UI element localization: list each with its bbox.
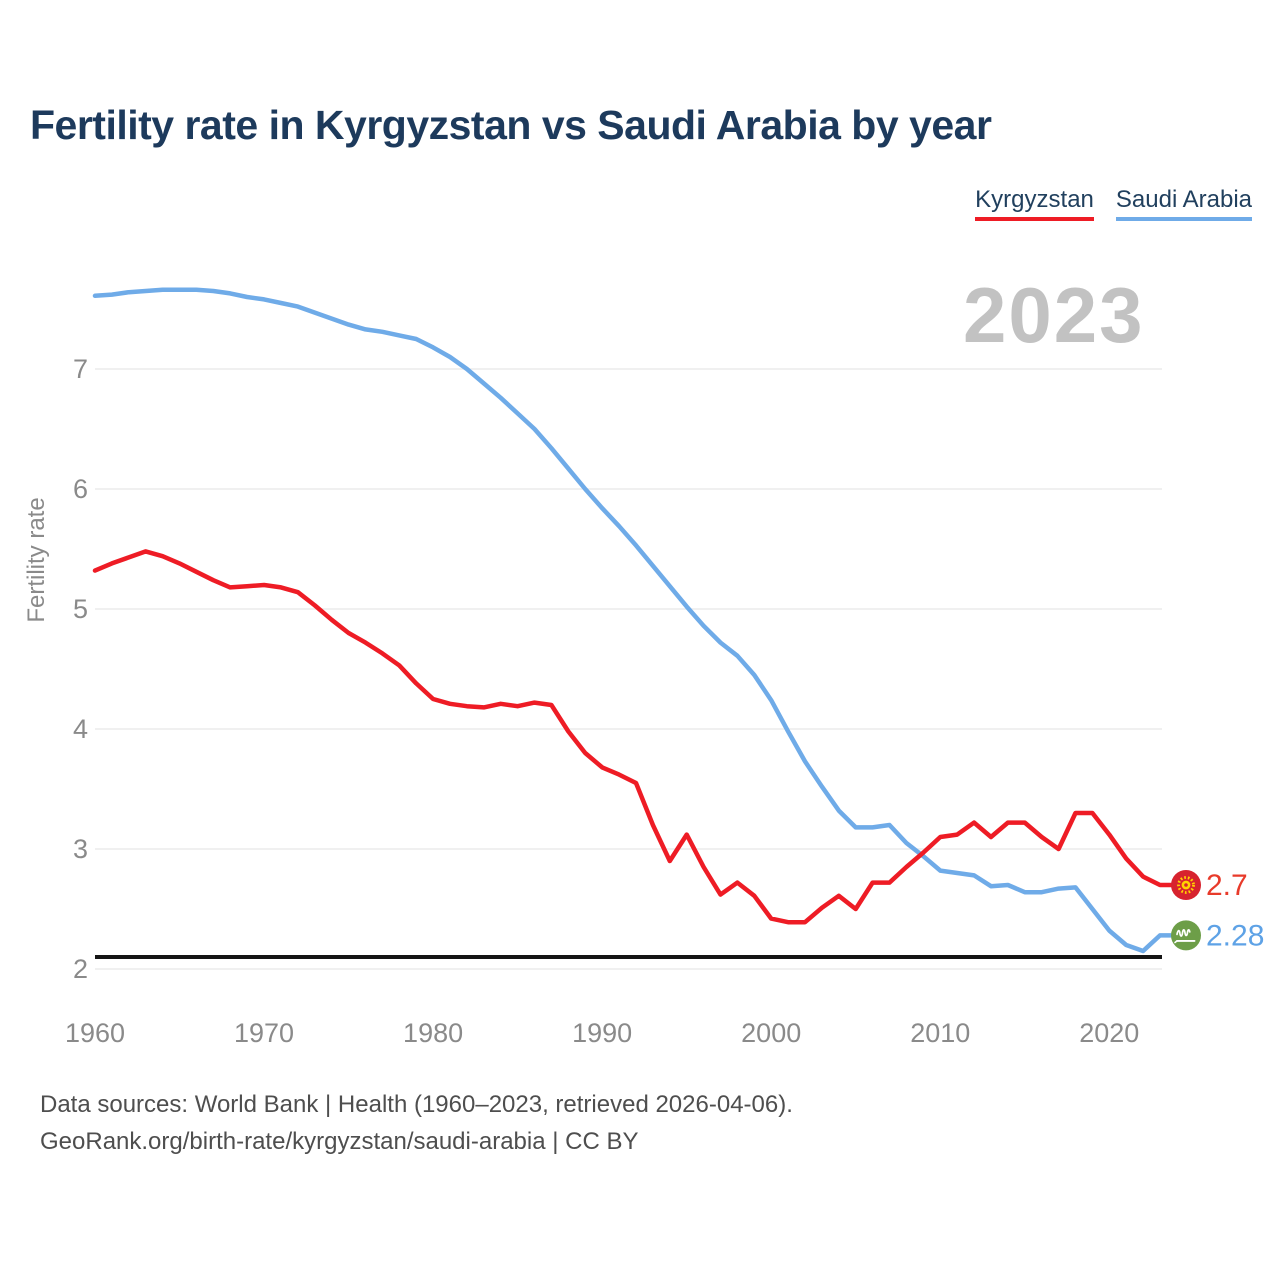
x-tick-label: 2000: [741, 1018, 801, 1048]
legend-label-saudi-arabia: Saudi Arabia: [1115, 186, 1252, 213]
legend: Kyrgyzstan Saudi Arabia: [975, 186, 1252, 221]
x-tick-label: 2020: [1079, 1018, 1139, 1048]
footer: Data sources: World Bank | Health (1960–…: [40, 1086, 793, 1160]
y-tick-label: 4: [73, 714, 88, 744]
series-line-kyrgyzstan: [92, 549, 1173, 925]
x-tick-label: 1990: [572, 1018, 632, 1048]
x-tick-label: 1980: [403, 1018, 463, 1048]
footer-attribution: GeoRank.org/birth-rate/kyrgyzstan/saudi-…: [40, 1128, 639, 1155]
y-axis-title: Fertility rate: [23, 497, 50, 622]
chart-title: Fertility rate in Kyrgyzstan vs Saudi Ar…: [30, 102, 992, 148]
end-value-saudi-arabia: 2.28: [1206, 919, 1264, 952]
kyrgyzstan-flag-icon: [1171, 870, 1201, 900]
y-tick-label: 5: [73, 594, 88, 624]
footer-data-sources: Data sources: World Bank | Health (1960–…: [40, 1091, 793, 1118]
year-watermark: 2023: [963, 271, 1145, 359]
y-tick-label: 3: [73, 834, 88, 864]
x-tick-label: 1970: [234, 1018, 294, 1048]
y-tick-label: 7: [73, 354, 88, 384]
x-tick-label: 1960: [65, 1018, 125, 1048]
legend-item-saudi-arabia[interactable]: Saudi Arabia: [1115, 186, 1252, 221]
legend-label-kyrgyzstan: Kyrgyzstan: [975, 186, 1094, 213]
y-tick-label: 6: [73, 474, 88, 504]
y-tick-label: 2: [73, 954, 88, 984]
legend-item-kyrgyzstan[interactable]: Kyrgyzstan: [975, 186, 1094, 221]
saudi-arabia-flag-icon: [1171, 920, 1201, 951]
end-value-kyrgyzstan: 2.7: [1206, 869, 1248, 902]
series-line-saudi-arabia: [92, 287, 1173, 954]
x-tick-label: 2010: [910, 1018, 970, 1048]
